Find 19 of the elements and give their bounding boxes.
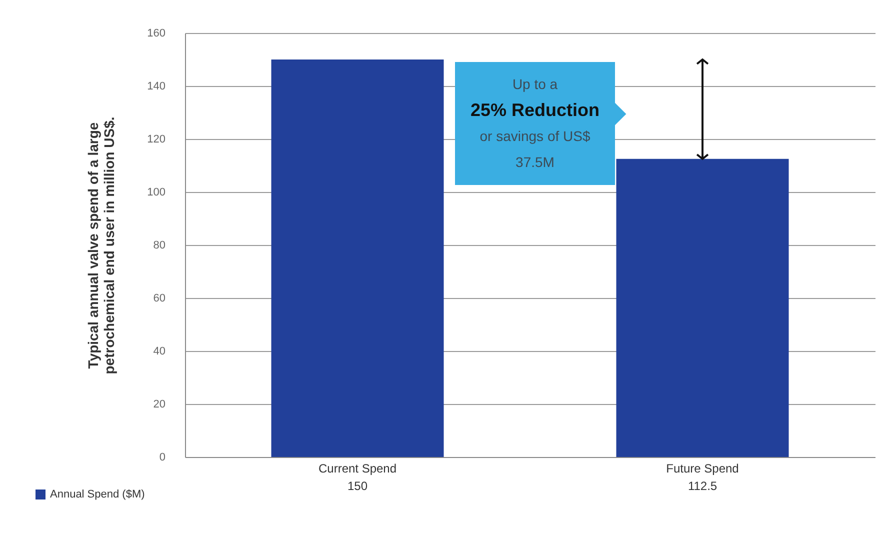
annotation: 37.5M xyxy=(516,154,554,170)
y-tick-label: 40 xyxy=(153,346,166,358)
data-label: 150 xyxy=(347,479,368,493)
y-tick-label: 0 xyxy=(159,452,166,464)
y-axis-title: Typical annual valve spend of a large petrochemical end user in million US$. xyxy=(85,116,118,374)
annotation: 25% Reduction xyxy=(470,100,600,120)
x-tick-label: Future Spend xyxy=(666,462,739,476)
y-tick-label: 100 xyxy=(147,186,166,198)
y-tick-label: 120 xyxy=(147,134,166,146)
y-tick-label: 140 xyxy=(147,80,166,92)
annotation: Up to a xyxy=(512,76,558,92)
legend-label: Annual Spend ($M) xyxy=(50,488,145,500)
x-tick-label: Current Spend xyxy=(318,462,397,476)
annotation: or savings of US$ xyxy=(480,128,590,144)
data-label: 112.5 xyxy=(688,479,718,493)
y-tick-label: 80 xyxy=(153,240,166,252)
y-tick-label: 60 xyxy=(153,292,166,304)
y-tick-label: 160 xyxy=(147,28,166,40)
y-tick-label: 20 xyxy=(153,398,166,410)
